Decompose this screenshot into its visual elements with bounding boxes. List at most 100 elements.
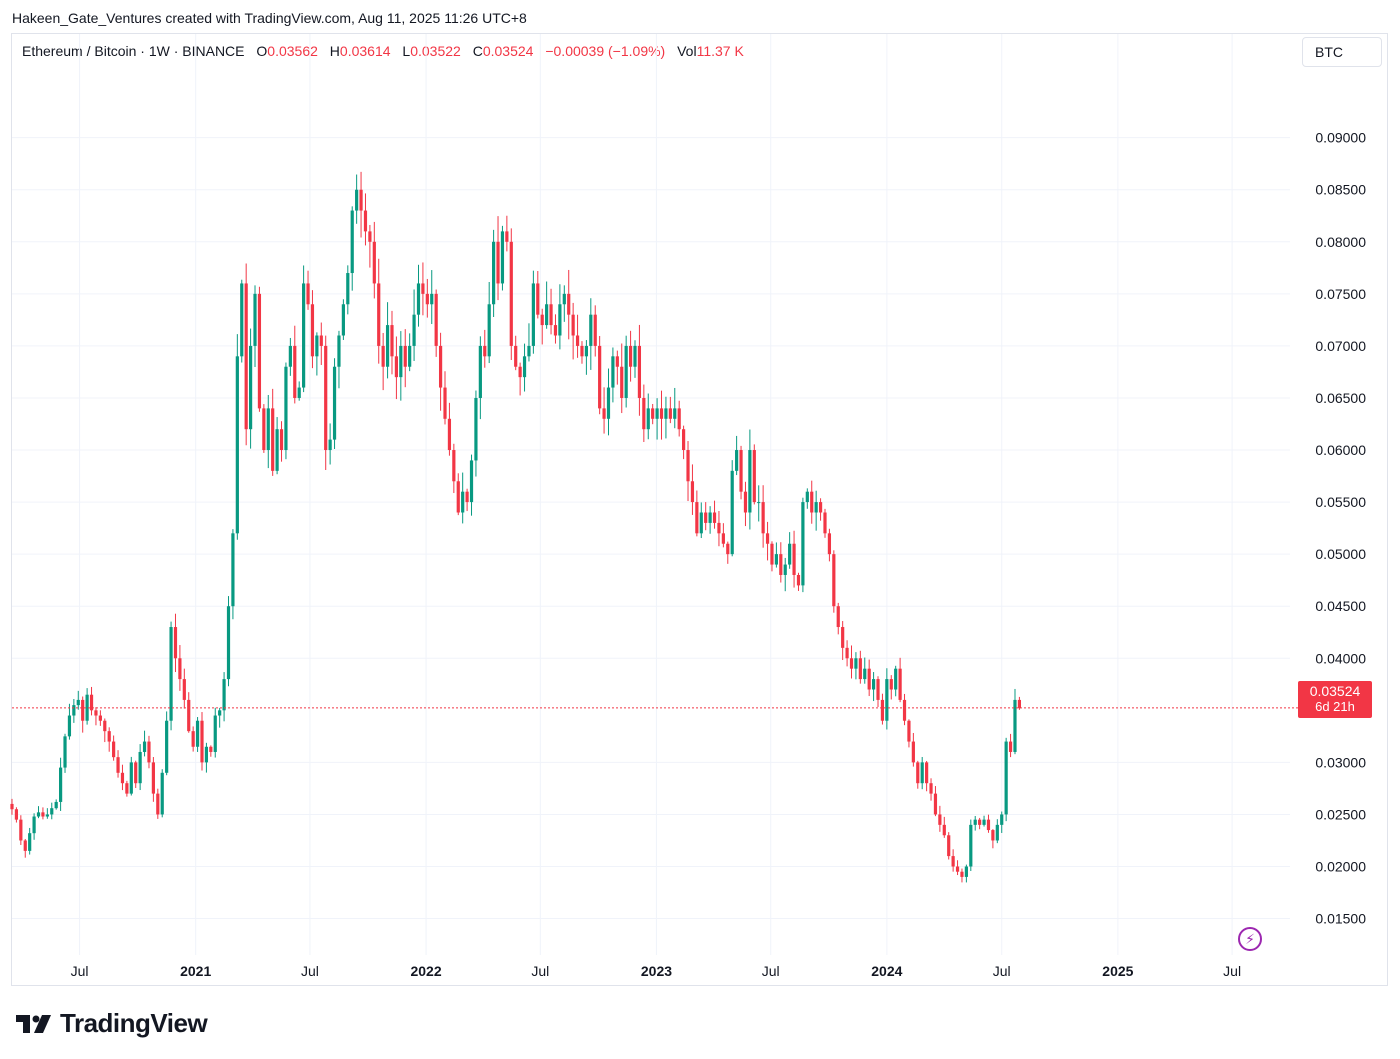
brand-name: TradingView [60,1008,208,1038]
price-axis[interactable]: 0.09000 0.08500 0.08000 0.07500 0.07000 0.065… [1315,130,1366,927]
candle-body [63,736,67,768]
candle-body [310,304,315,357]
time-tick-label: Jul [71,963,89,979]
candle-body [1013,699,1017,752]
candle-body [32,816,36,834]
candle-body [814,502,818,513]
candle-body [735,450,739,471]
candle-body [708,512,712,523]
candle-body [584,345,588,357]
candle-body [571,314,575,336]
candle-body [134,762,138,784]
candle-body [651,408,655,419]
candle-body [717,522,721,534]
price-tick-label: 0.08000 [1315,234,1366,250]
candle-body [509,241,513,346]
candle-body [902,699,907,721]
candle-body [103,720,107,732]
candle-body [173,627,178,659]
candle-body [14,809,19,820]
candle-body [933,793,938,815]
price-tick-label: 0.04000 [1315,650,1366,666]
candle-body [169,627,173,721]
candle-body [487,304,491,357]
candle-body [200,720,204,763]
candle-body [549,304,553,326]
bar-countdown: 6d 21h [1315,699,1355,714]
candle-body [1000,814,1004,825]
candle-body [505,231,509,242]
candle-body [580,345,584,357]
symbol-title[interactable]: Ethereum / Bitcoin · 1W · BINANCE [22,43,245,59]
candle-body [628,345,633,367]
candle-body [492,241,496,305]
candle-body [142,741,147,752]
candle-body [739,450,743,492]
candle-body [478,345,482,398]
candle-body [721,533,725,544]
candle-body [553,325,558,336]
candle-body [125,783,129,794]
candle-body [59,767,63,802]
candle-body [898,668,902,700]
candle-body [328,439,332,451]
price-tick-label: 0.02500 [1315,806,1366,822]
price-tick-label: 0.02000 [1315,859,1366,875]
candle-body [359,189,363,211]
price-tick-label: 0.08500 [1315,182,1366,198]
candle-body [187,699,191,732]
price-chart[interactable]: 0.09000 0.08500 0.08000 0.07500 0.07000 0.065… [0,0,1400,1000]
symbol-legend: Ethereum / Bitcoin · 1W · BINANCE O0.035… [22,43,744,59]
tradingview-brand[interactable]: TradingView [14,1008,208,1039]
close-label: C [472,43,483,59]
candle-body [774,554,778,565]
candle-body [964,866,968,877]
price-tick-label: 0.05500 [1315,494,1366,510]
candle-body [368,231,372,242]
candle-body [960,871,964,877]
time-tick-label: 2024 [871,963,902,979]
candle-body [284,366,288,451]
candle-body [394,356,399,378]
candle-body [165,720,169,773]
candle-body [522,356,527,378]
candle-body [863,668,867,680]
candle-body [620,366,624,398]
candle-body [836,606,840,628]
candle-body [841,627,845,648]
candle-body [606,387,611,419]
candle-body [991,830,995,841]
candle-body [147,741,151,763]
candle-body [514,345,518,367]
time-axis[interactable]: Jul 2021 Jul 2022 Jul 2023 Jul 2024 Jul 2025 Jul [71,963,1241,979]
candle-body [474,397,478,461]
flash-icon[interactable]: ⚡ [1238,927,1262,951]
candle-body [907,720,911,742]
candle-body [695,502,699,534]
candle-body [112,741,116,758]
candle-body [240,283,244,357]
candle-body [951,856,955,867]
candle-body [346,273,350,305]
attribution-text: Hakeen_Gate_Ventures created with Tradin… [12,10,527,26]
candle-body [191,731,195,747]
candle-body [589,314,593,346]
candle-body [536,283,540,315]
candle-body [271,408,275,471]
candle-body [222,679,226,711]
candle-body [416,283,421,315]
price-tick-label: 0.01500 [1315,911,1366,927]
candle-body [452,450,456,482]
candle-body [275,429,279,471]
candle-body [116,757,120,773]
open-label: O [256,43,268,59]
candle-body [195,720,200,747]
candle-body [209,746,213,752]
currency-button[interactable]: BTC [1302,37,1382,67]
time-tick-label: 2022 [410,963,441,979]
candle-body [854,658,858,669]
candle-body [390,325,394,357]
candle-body [107,731,111,742]
candle-body [730,470,734,555]
candle-body [469,460,474,503]
